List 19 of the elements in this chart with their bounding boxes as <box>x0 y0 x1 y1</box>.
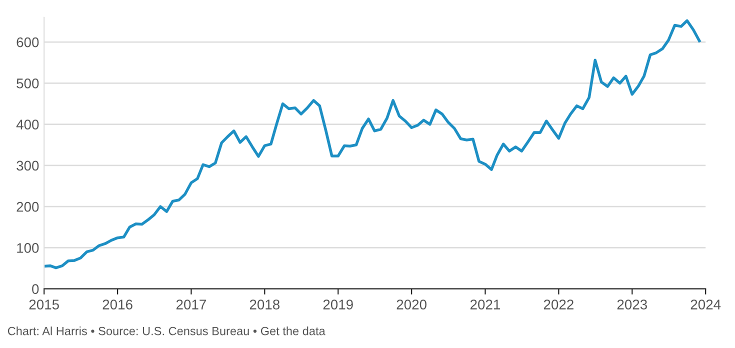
x-tick-label: 2024 <box>690 300 721 310</box>
x-tick-label: 2020 <box>396 300 426 310</box>
y-tick-label: 500 <box>16 78 39 88</box>
x-tick-label: 2019 <box>323 300 353 310</box>
x-tick-label: 2023 <box>617 300 647 310</box>
y-tick-label: 600 <box>16 37 39 48</box>
y-tick-label: 100 <box>17 243 39 253</box>
x-tick-label: 2016 <box>102 300 132 310</box>
x-tick-label: 2021 <box>470 300 500 310</box>
y-tick-label: 400 <box>16 120 39 130</box>
text: Chart: Al Harris • Source: U.S. Census Bureau • Get the data <box>8 326 326 336</box>
line-series <box>44 19 701 270</box>
y-tick-label: 0 <box>32 284 39 294</box>
y-tick-label: 300 <box>16 160 39 171</box>
x-tick-label: 2022 <box>544 300 574 310</box>
y-tick-label: 200 <box>16 202 39 212</box>
x-tick-label: 2018 <box>250 300 280 310</box>
x-tick-label: 2015 <box>29 300 59 310</box>
x-tick-label: 2017 <box>176 300 206 310</box>
